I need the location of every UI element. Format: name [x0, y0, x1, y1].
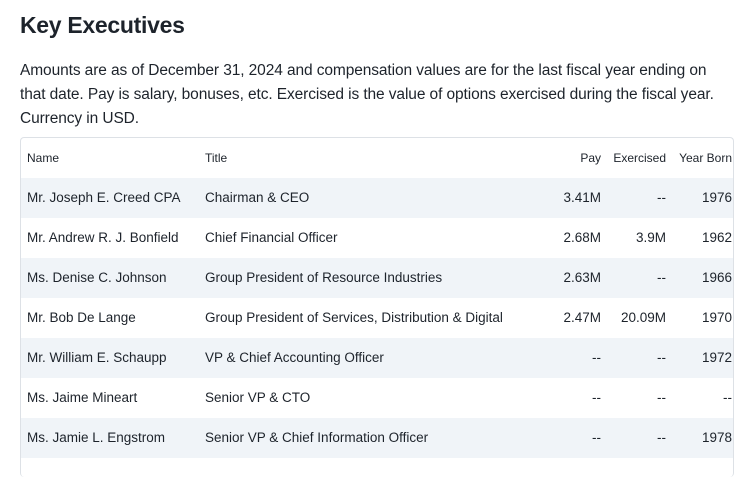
cell-year-born: 1962 [701, 230, 732, 245]
cell-title: Senior VP & CTO [205, 390, 311, 405]
cell-title: Group President of Resource Industries [205, 270, 443, 285]
header-name: Name [27, 151, 60, 165]
section-title: Key Executives [20, 12, 185, 38]
cell-pay: 2.68M [563, 230, 601, 245]
cell-exercised: -- [657, 190, 666, 205]
table-row: Mr. Bob De Lange Group President of Servi… [21, 298, 733, 338]
cell-title: Group President of Services, Distributio… [205, 310, 503, 325]
cell-year-born: 1972 [701, 350, 732, 365]
cell-name: Mr. Bob De Lange [27, 310, 136, 325]
header-exercised: Exercised [613, 151, 666, 165]
cell-title: VP & Chief Accounting Officer [205, 350, 384, 365]
cell-title: Senior VP & Chief Information Officer [205, 430, 429, 445]
cell-exercised: -- [657, 270, 666, 285]
table-row: Ms. Denise C. Johnson Group President of … [21, 258, 733, 298]
cell-exercised: -- [657, 350, 666, 365]
cell-name: Mr. Joseph E. Creed CPA [27, 190, 181, 205]
cell-pay: -- [592, 350, 601, 365]
cell-exercised: -- [657, 430, 666, 445]
cell-pay: 2.63M [563, 270, 601, 285]
cell-year-born: 1970 [701, 310, 732, 325]
cell-pay: -- [592, 430, 601, 445]
executives-table: Name Title Pay Exercised Year Born Mr. J… [20, 137, 734, 477]
cell-pay: 3.41M [563, 190, 601, 205]
header-year-born: Year Born [679, 151, 732, 165]
header-title: Title [205, 151, 228, 165]
cell-exercised: -- [657, 390, 666, 405]
table-header: Name Title Pay Exercised Year Born [21, 138, 733, 178]
cell-name: Mr. William E. Schaupp [27, 350, 167, 365]
cell-name: Ms. Denise C. Johnson [27, 270, 167, 285]
table-row: Ms. Jaime Mineart Senior VP & CTO -- -- -- [21, 378, 733, 418]
cell-exercised: 3.9M [635, 230, 666, 245]
table-row: Mr. William E. Schaupp VP & Chief Account… [21, 338, 733, 378]
cell-title: Chairman & CEO [205, 190, 310, 205]
cell-year-born: 1966 [701, 270, 732, 285]
cell-name: Ms. Jamie L. Engstrom [27, 430, 166, 445]
cell-title: Chief Financial Officer [205, 230, 338, 245]
cell-exercised: 20.09M [620, 310, 666, 325]
cell-year-born: -- [723, 390, 732, 405]
cell-year-born: 1978 [701, 430, 732, 445]
header-pay: Pay [580, 151, 601, 165]
table-row: Mr. Joseph E. Creed CPA Chairman & CEO 3.4… [21, 178, 733, 218]
section-description: Amounts are as of December 31, 2024 and … [20, 62, 714, 127]
table-row: Mr. Andrew R. J. Bonfield Chief Financial… [21, 218, 733, 258]
cell-year-born: 1976 [701, 190, 732, 205]
cell-name: Mr. Andrew R. J. Bonfield [27, 230, 179, 245]
cell-pay: 2.47M [563, 310, 601, 325]
table-row: Ms. Jamie L. Engstrom Senior VP & Chief I… [21, 418, 733, 458]
cell-pay: -- [592, 390, 601, 405]
cell-name: Ms. Jaime Mineart [27, 390, 138, 405]
